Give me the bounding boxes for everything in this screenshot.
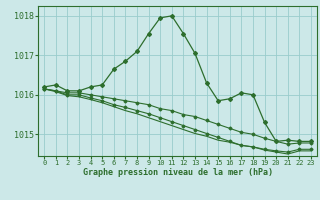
X-axis label: Graphe pression niveau de la mer (hPa): Graphe pression niveau de la mer (hPa) [83,168,273,177]
